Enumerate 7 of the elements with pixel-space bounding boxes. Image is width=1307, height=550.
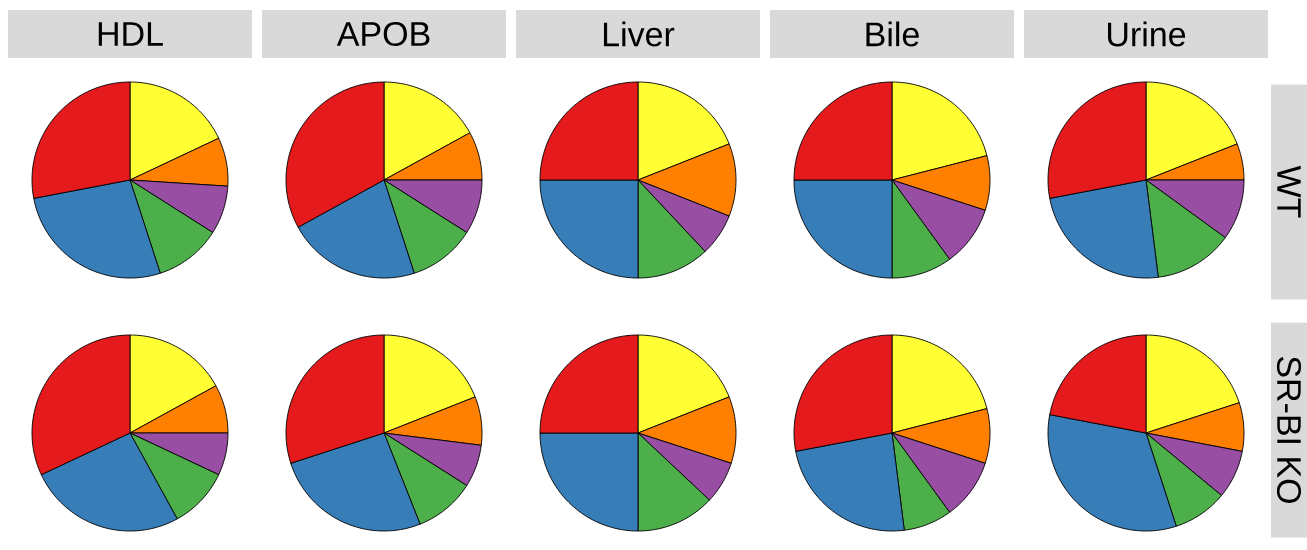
chart-title: Liver [603, 21, 675, 47]
chart-title: APOB [336, 21, 430, 47]
text: WT [1277, 165, 1301, 218]
chart-title: HDL [98, 22, 163, 46]
chart-title: Urine [1108, 21, 1186, 47]
chart-title: Bile [866, 21, 919, 47]
text: SR-BI KO [1276, 356, 1302, 503]
